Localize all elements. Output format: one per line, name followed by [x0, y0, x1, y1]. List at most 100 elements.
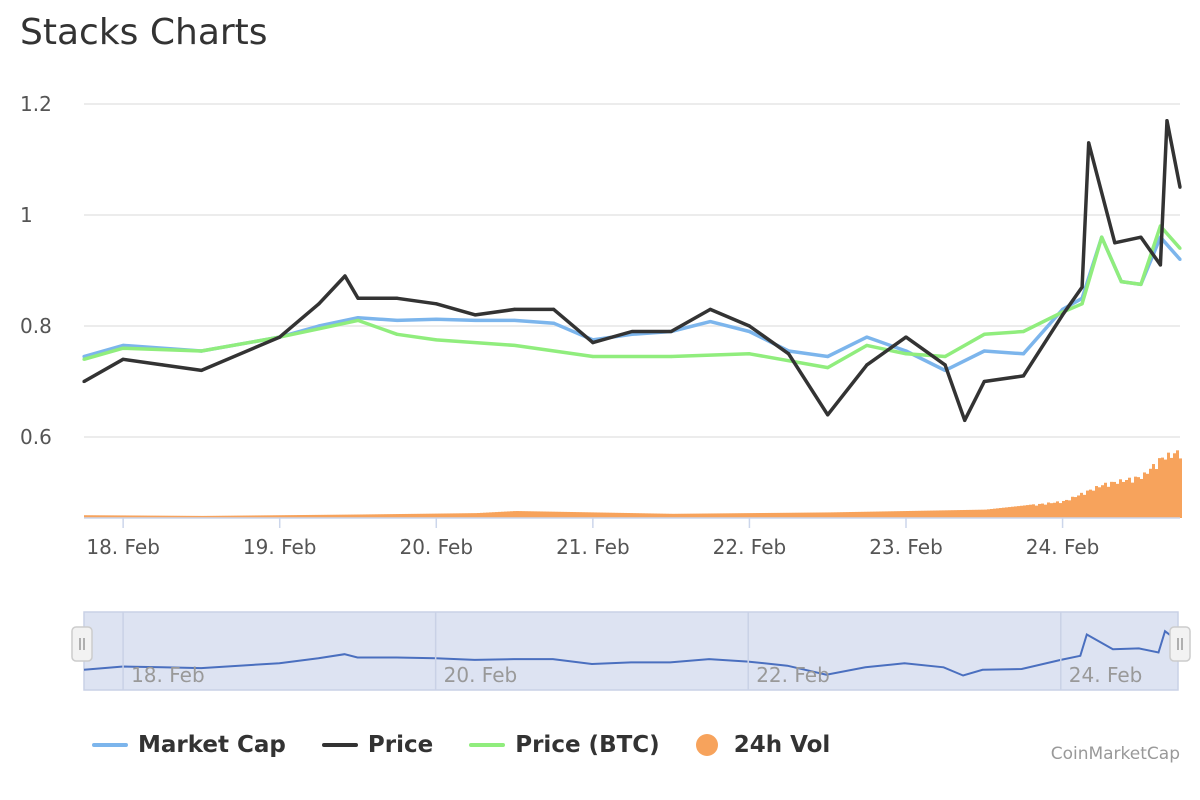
- volume-bar[interactable]: [1101, 485, 1104, 518]
- volume-bar[interactable]: [129, 515, 132, 518]
- volume-bar[interactable]: [159, 515, 162, 518]
- volume-bar[interactable]: [936, 510, 939, 518]
- volume-bar[interactable]: [357, 514, 360, 518]
- series-line-market-cap-point[interactable]: [317, 324, 321, 328]
- volume-bar[interactable]: [180, 515, 183, 518]
- volume-bar[interactable]: [453, 513, 456, 518]
- volume-bar[interactable]: [231, 515, 234, 518]
- series-line-price-point[interactable]: [1165, 119, 1169, 123]
- volume-bar[interactable]: [822, 512, 825, 518]
- volume-bar[interactable]: [558, 511, 561, 518]
- volume-bar[interactable]: [1092, 490, 1095, 518]
- volume-bar[interactable]: [792, 512, 795, 518]
- volume-bar[interactable]: [465, 513, 468, 518]
- volume-bar[interactable]: [978, 509, 981, 518]
- volume-bar[interactable]: [450, 513, 453, 518]
- volume-bar[interactable]: [390, 514, 393, 518]
- volume-bar[interactable]: [1179, 458, 1182, 518]
- volume-bar[interactable]: [84, 515, 87, 518]
- volume-bar[interactable]: [675, 513, 678, 518]
- volume-bar[interactable]: [90, 515, 93, 518]
- volume-bar[interactable]: [834, 512, 837, 518]
- volume-bar[interactable]: [174, 515, 177, 518]
- volume-bar[interactable]: [1011, 506, 1014, 518]
- volume-bar[interactable]: [981, 509, 984, 518]
- volume-bar[interactable]: [765, 512, 768, 518]
- volume-bar[interactable]: [1062, 500, 1065, 518]
- volume-bar[interactable]: [300, 515, 303, 518]
- volume-bar[interactable]: [138, 515, 141, 518]
- series-line-price-point[interactable]: [1139, 235, 1143, 239]
- volume-bar[interactable]: [570, 511, 573, 518]
- volume-bar[interactable]: [1119, 479, 1122, 518]
- volume-bar[interactable]: [1155, 469, 1158, 518]
- volume-bar[interactable]: [900, 511, 903, 518]
- series-line-market-cap-point[interactable]: [982, 349, 986, 353]
- volume-bar[interactable]: [1086, 490, 1089, 518]
- volume-bar[interactable]: [768, 512, 771, 518]
- volume-bar[interactable]: [891, 511, 894, 518]
- volume-bar[interactable]: [141, 515, 144, 518]
- series-line-market-cap-point[interactable]: [865, 335, 869, 339]
- volume-bar[interactable]: [753, 513, 756, 518]
- volume-bar[interactable]: [618, 512, 621, 518]
- volume-bar[interactable]: [123, 515, 126, 518]
- volume-bar[interactable]: [150, 515, 153, 518]
- volume-bar[interactable]: [384, 514, 387, 518]
- volume-bar[interactable]: [1122, 481, 1125, 518]
- volume-bar[interactable]: [573, 512, 576, 518]
- series-line-price-btc-point[interactable]: [434, 338, 438, 342]
- series-line-price-point[interactable]: [317, 302, 321, 306]
- volume-bar[interactable]: [1068, 500, 1071, 518]
- volume-bar[interactable]: [759, 513, 762, 518]
- series-line-price-point[interactable]: [160, 363, 164, 367]
- volume-bar[interactable]: [1164, 459, 1167, 518]
- volume-bar[interactable]: [774, 512, 777, 518]
- volume-bar[interactable]: [1065, 499, 1068, 518]
- volume-bar[interactable]: [582, 512, 585, 518]
- volume-bar[interactable]: [1083, 494, 1086, 518]
- volume-bar[interactable]: [252, 515, 255, 518]
- volume-bar[interactable]: [1110, 481, 1113, 518]
- volume-bar[interactable]: [132, 515, 135, 518]
- volume-bar[interactable]: [1080, 492, 1083, 518]
- volume-bar[interactable]: [126, 515, 129, 518]
- volume-bar[interactable]: [216, 515, 219, 518]
- series-line-price-btc-point[interactable]: [1100, 235, 1104, 239]
- volume-bar[interactable]: [1032, 504, 1035, 518]
- volume-bar[interactable]: [867, 511, 870, 518]
- volume-bar[interactable]: [333, 514, 336, 518]
- volume-bar[interactable]: [534, 511, 537, 518]
- volume-bar[interactable]: [507, 511, 510, 518]
- volume-bar[interactable]: [810, 512, 813, 518]
- series-line-price-point[interactable]: [343, 274, 347, 278]
- volume-bar[interactable]: [678, 513, 681, 518]
- volume-bar[interactable]: [789, 512, 792, 518]
- volume-bar[interactable]: [516, 511, 519, 518]
- series-line-price-btc-point[interactable]: [904, 352, 908, 356]
- volume-bar[interactable]: [702, 513, 705, 518]
- series-line-market-cap-point[interactable]: [1178, 257, 1182, 261]
- volume-bar[interactable]: [948, 510, 951, 518]
- volume-bar[interactable]: [738, 513, 741, 518]
- volume-bar[interactable]: [204, 515, 207, 518]
- volume-bar[interactable]: [699, 513, 702, 518]
- volume-bar[interactable]: [1149, 468, 1152, 518]
- volume-bar[interactable]: [255, 515, 258, 518]
- volume-bar[interactable]: [651, 513, 654, 518]
- volume-bar[interactable]: [393, 514, 396, 518]
- series-line-price[interactable]: [83, 118, 1182, 423]
- series-line-price-btc-point[interactable]: [982, 332, 986, 336]
- volume-bar[interactable]: [321, 514, 324, 518]
- volume-bar[interactable]: [345, 514, 348, 518]
- volume-bar[interactable]: [561, 511, 564, 518]
- volume-bar[interactable]: [990, 508, 993, 518]
- volume-bar[interactable]: [771, 512, 774, 518]
- volume-bar[interactable]: [747, 513, 750, 518]
- navigator-mask[interactable]: [83, 611, 1179, 691]
- volume-bar[interactable]: [354, 514, 357, 518]
- volume-bar[interactable]: [873, 511, 876, 518]
- volume-bar[interactable]: [363, 514, 366, 518]
- volume-bar[interactable]: [498, 511, 501, 518]
- volume-bar[interactable]: [525, 511, 528, 518]
